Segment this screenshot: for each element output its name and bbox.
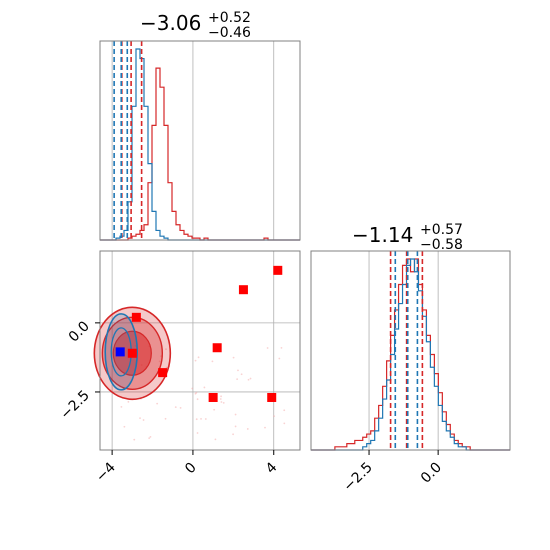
sample-point (196, 398, 199, 401)
sample-point (283, 409, 286, 412)
sample-point (236, 378, 239, 381)
marker-red (158, 368, 168, 378)
sample-point (220, 401, 223, 403)
x-tick-label: 0 (182, 460, 200, 478)
x-tick-labels: −4 0 4 −2.5 0.0 (93, 450, 445, 495)
sample-point (264, 426, 266, 429)
histogram-series-blue (100, 48, 300, 241)
sample-point (283, 422, 286, 425)
y-tick-labels: −2.5 0.0 (57, 318, 100, 423)
sample-point (220, 395, 222, 398)
sample-point (164, 417, 167, 420)
y-tick-label: −2.5 (57, 387, 92, 422)
marker-red (238, 285, 248, 295)
sample-point (149, 435, 152, 438)
sample-point (194, 392, 197, 395)
sample-point (234, 413, 237, 416)
scatter-contour-panel (93, 250, 301, 451)
sample-point (213, 408, 216, 411)
sample-point (200, 417, 202, 420)
marker-red (273, 265, 283, 275)
x-tick-label: 0.0 (418, 460, 445, 487)
sample-point (278, 357, 281, 360)
sample-point (219, 398, 222, 400)
title-param1-plus: +0.52 (208, 10, 251, 26)
sample-point (232, 433, 234, 436)
sample-point (247, 378, 250, 381)
sample-point (197, 356, 200, 359)
sample-point (142, 419, 145, 421)
x-tick-label: 4 (263, 459, 281, 477)
sample-point (249, 377, 252, 380)
title-param1-value: −3.06 (140, 11, 201, 35)
marker-red (131, 312, 141, 322)
sample-point (203, 386, 206, 389)
y-tick-label: 0.0 (66, 318, 93, 345)
histogram-param1-panel (99, 40, 301, 241)
marker-red (212, 343, 222, 353)
marker-red (127, 348, 137, 358)
sample-point (234, 425, 237, 428)
panel-frame (310, 250, 511, 451)
sample-point (211, 360, 214, 363)
histogram-param2-panel (310, 250, 511, 451)
marker-red (208, 392, 218, 402)
sample-point (266, 347, 269, 349)
sample-point (179, 406, 182, 409)
histogram-series-red (311, 258, 510, 451)
panel-frame (99, 40, 301, 241)
panel-frame (99, 250, 301, 451)
histogram-series-blue (311, 258, 510, 451)
sample-point (133, 438, 136, 441)
sample-point (280, 346, 283, 349)
sample-point (195, 418, 198, 421)
sample-point (120, 406, 123, 408)
sample-point (214, 438, 217, 441)
x-tick-label: −2.5 (341, 460, 376, 495)
sample-point (156, 402, 159, 405)
marker-blue (115, 347, 125, 357)
sample-point (240, 373, 243, 376)
sample-point (139, 417, 141, 420)
sample-point (174, 406, 177, 409)
sample-point (123, 425, 126, 428)
title-param2-value: −1.14 (352, 223, 413, 247)
sample-point (232, 356, 235, 359)
sample-point (148, 437, 151, 439)
sample-point (273, 415, 276, 418)
sample-point (246, 428, 249, 430)
sample-point (191, 387, 194, 390)
sample-point (204, 418, 207, 420)
sample-point (165, 348, 167, 351)
histogram-series-red (100, 67, 300, 241)
sample-point (222, 401, 225, 404)
title-param1-minus: −0.46 (208, 25, 251, 41)
x-tick-label: −4 (93, 459, 119, 485)
title-param2-minus: −0.58 (420, 237, 463, 253)
sample-point (196, 432, 199, 434)
sample-point (237, 369, 239, 372)
title-param2-plus: +0.57 (420, 222, 463, 238)
marker-red (267, 392, 277, 402)
sample-point (194, 359, 197, 362)
sample-point (158, 360, 161, 363)
sample-point (127, 400, 130, 403)
sample-point (165, 366, 168, 369)
